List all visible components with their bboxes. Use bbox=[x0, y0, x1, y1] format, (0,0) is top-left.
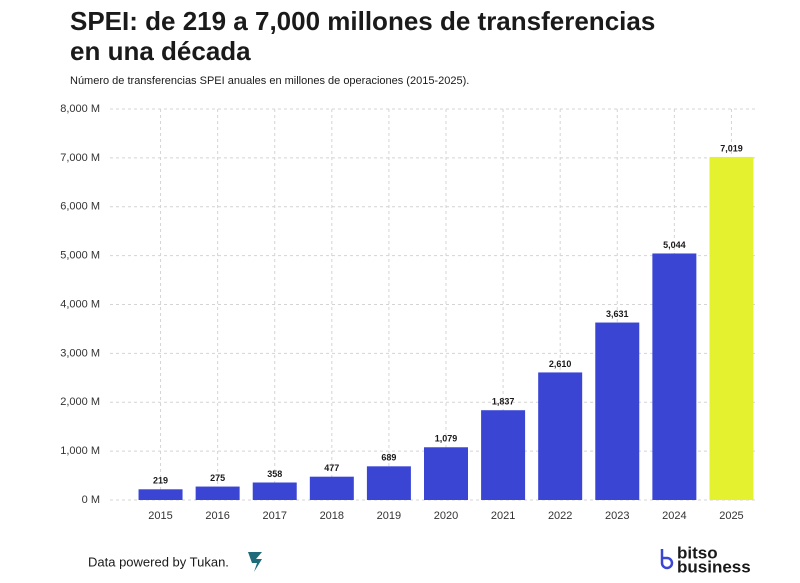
bar bbox=[481, 410, 526, 500]
x-tick-label: 2016 bbox=[205, 510, 229, 522]
x-tick-label: 2024 bbox=[662, 510, 686, 522]
bitso-logo bbox=[660, 549, 674, 570]
y-tick-label: 3,000 M bbox=[60, 347, 100, 359]
y-tick-label: 0 M bbox=[82, 494, 100, 506]
y-tick-label: 1,000 M bbox=[60, 445, 100, 457]
value-label: 7,019 bbox=[720, 143, 743, 153]
x-tick-label: 2022 bbox=[548, 510, 572, 522]
bar bbox=[252, 482, 297, 500]
bar bbox=[595, 322, 640, 500]
bar bbox=[195, 486, 240, 500]
value-label: 477 bbox=[324, 463, 339, 473]
y-tick-label: 2,000 M bbox=[60, 396, 100, 408]
value-label: 689 bbox=[381, 453, 396, 463]
bar bbox=[138, 489, 183, 500]
chart-title: SPEI: de 219 a 7,000 millones de transfe… bbox=[70, 6, 655, 36]
y-tick-label: 8,000 M bbox=[60, 103, 100, 115]
value-label: 219 bbox=[153, 476, 168, 486]
x-tick-label: 2015 bbox=[148, 510, 172, 522]
value-label: 358 bbox=[267, 469, 282, 479]
bar bbox=[424, 447, 468, 500]
tukan-logo bbox=[248, 552, 262, 572]
footer-source: Data powered by Tukan. bbox=[88, 554, 229, 569]
bar bbox=[366, 466, 411, 500]
x-tick-label: 2020 bbox=[434, 510, 458, 522]
bar bbox=[652, 253, 697, 500]
value-label: 2,610 bbox=[549, 359, 572, 369]
y-tick-label: 7,000 M bbox=[60, 152, 100, 164]
value-label: 5,044 bbox=[663, 240, 686, 250]
bar bbox=[309, 476, 354, 500]
y-tick-label: 4,000 M bbox=[60, 298, 100, 310]
value-label: 275 bbox=[210, 473, 225, 483]
x-tick-label: 2021 bbox=[491, 510, 515, 522]
x-tick-label: 2023 bbox=[605, 510, 629, 522]
bar bbox=[538, 372, 583, 500]
x-tick-label: 2017 bbox=[262, 510, 286, 522]
y-tick-label: 5,000 M bbox=[60, 250, 100, 262]
x-tick-label: 2018 bbox=[320, 510, 344, 522]
value-label: 1,079 bbox=[435, 434, 458, 444]
chart-subtitle: Número de transferencias SPEI anuales en… bbox=[70, 75, 469, 87]
x-tick-label: 2025 bbox=[719, 510, 743, 522]
y-tick-label: 6,000 M bbox=[60, 201, 100, 213]
brand-name: bitso bbox=[677, 543, 718, 562]
x-tick-label: 2019 bbox=[377, 510, 401, 522]
brand-name: business bbox=[677, 557, 751, 576]
chart-title: en una década bbox=[70, 36, 251, 66]
value-label: 1,837 bbox=[492, 397, 515, 407]
bar bbox=[709, 156, 754, 500]
value-label: 3,631 bbox=[606, 309, 629, 319]
